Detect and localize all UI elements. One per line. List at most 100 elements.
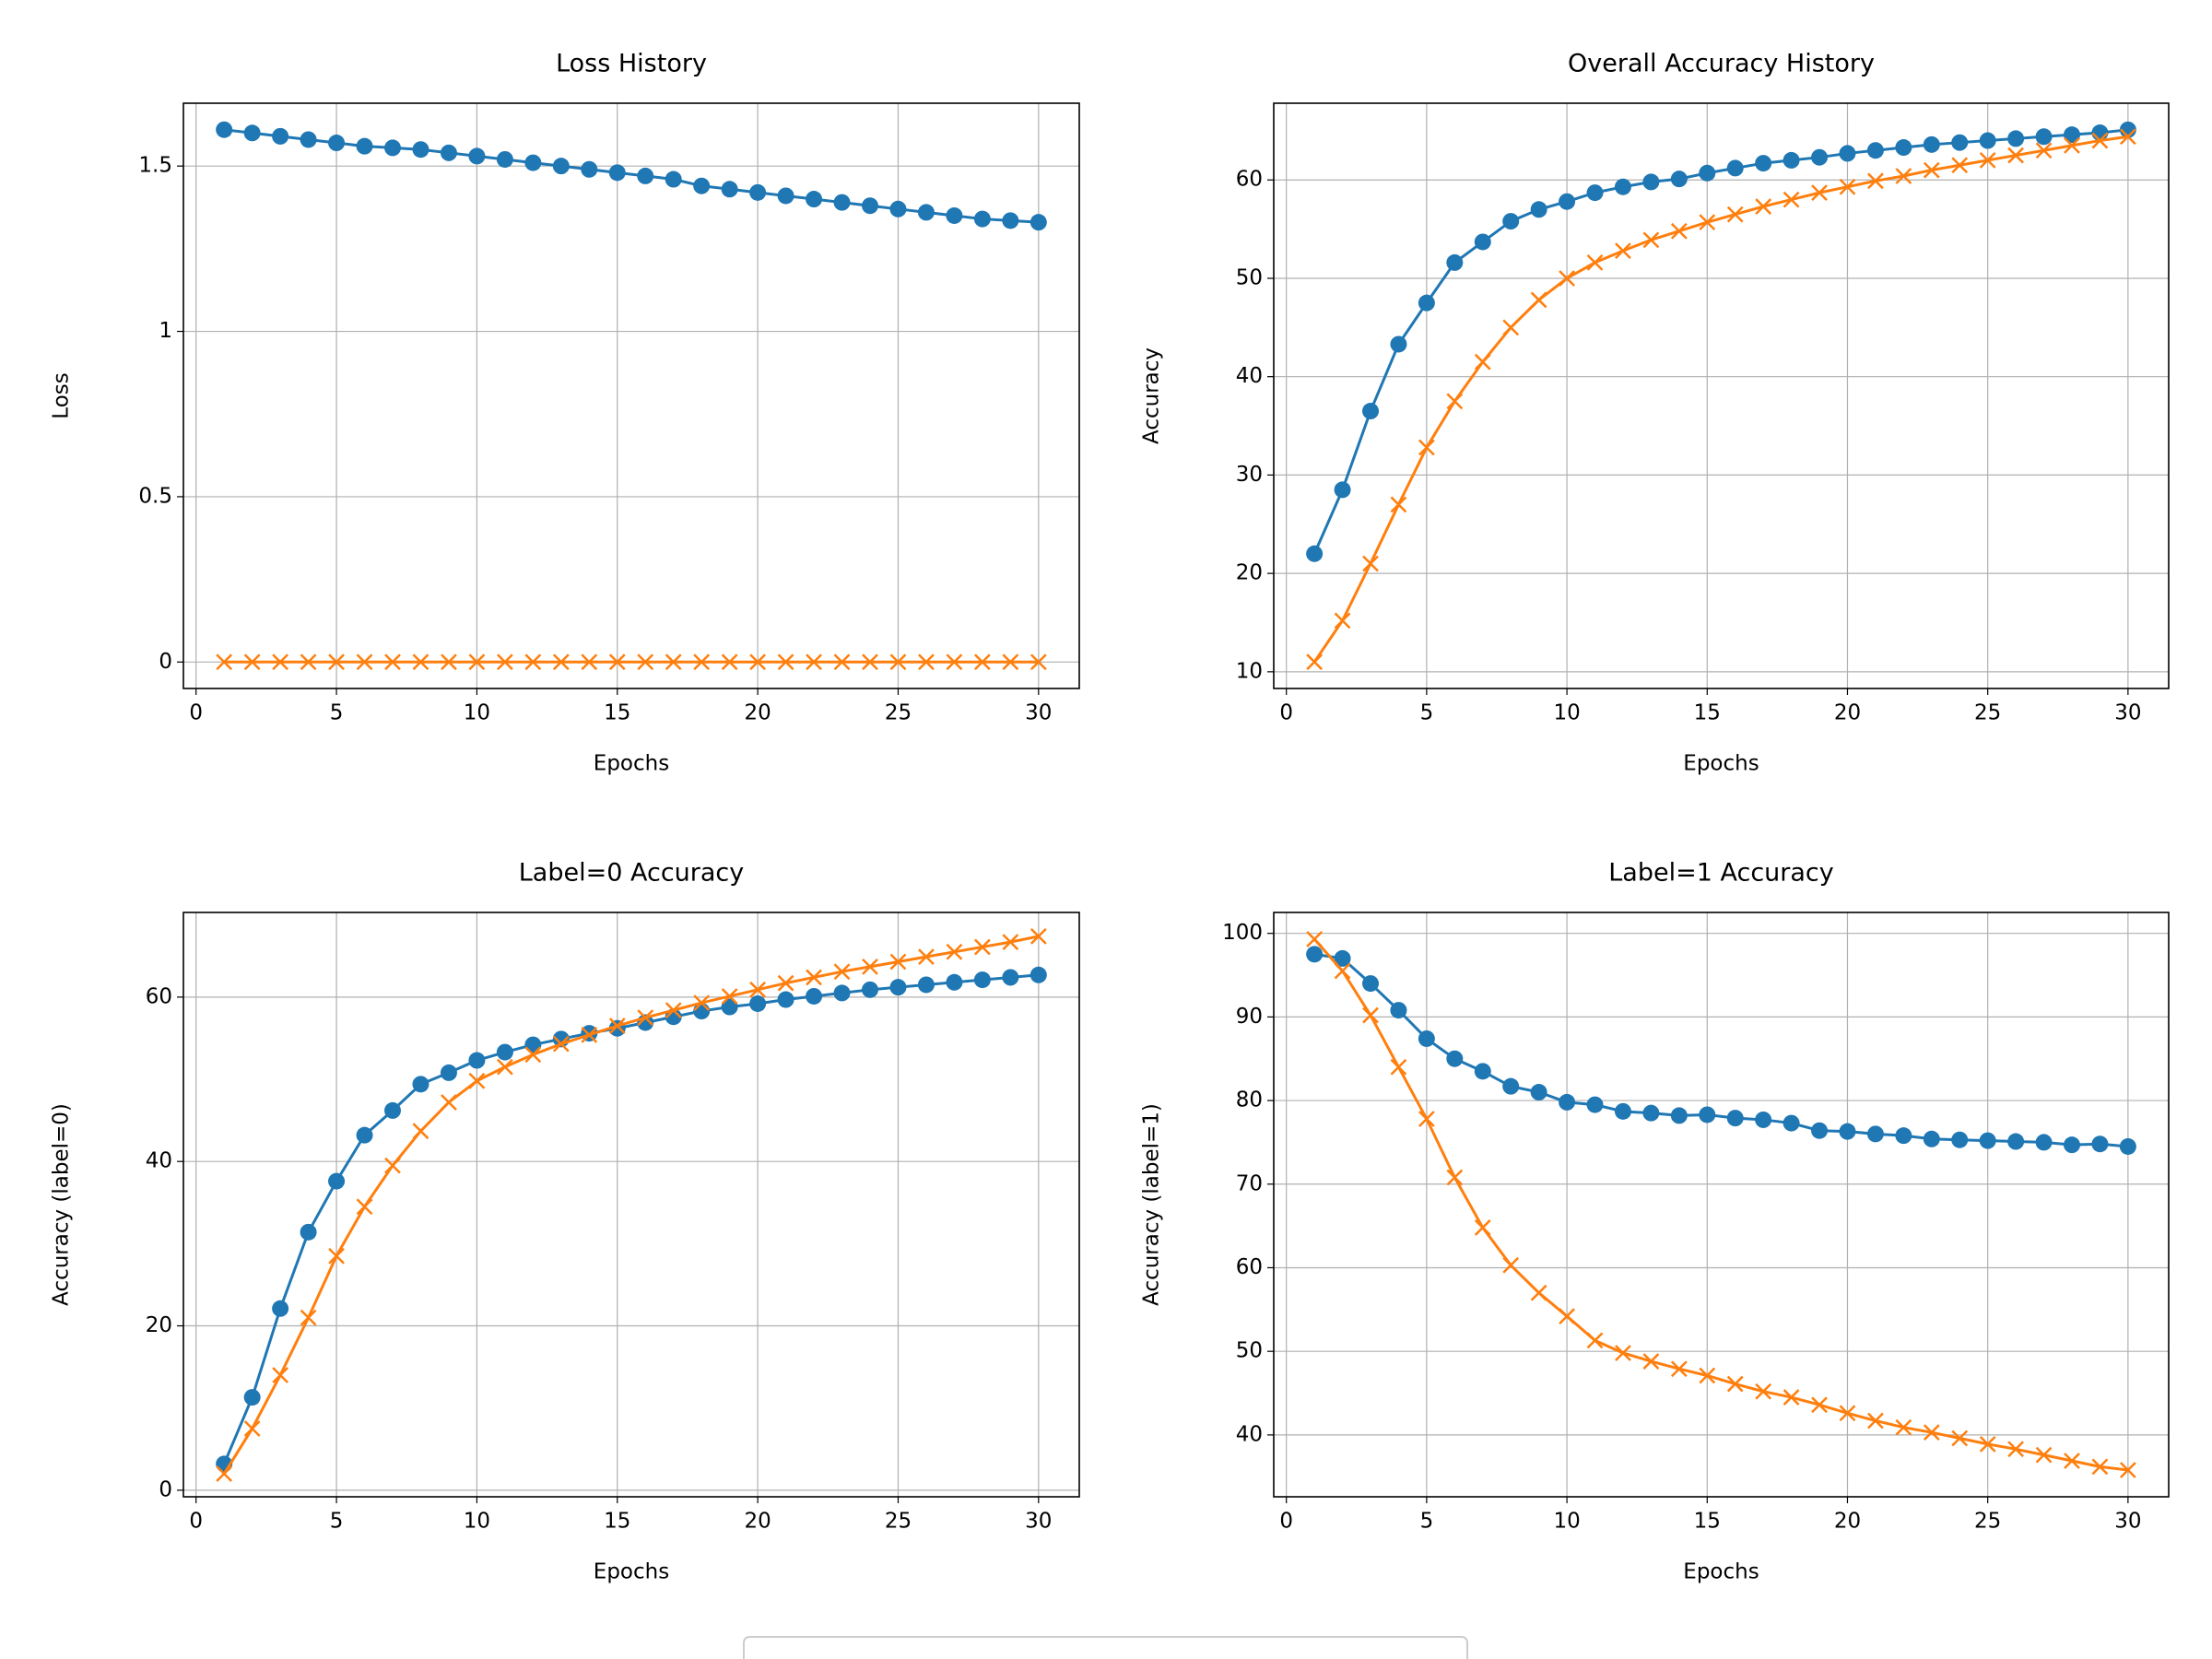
marker	[1334, 962, 1351, 980]
x-tick-label: 5	[330, 701, 344, 725]
marker	[1642, 173, 1660, 191]
marker	[1002, 653, 1019, 671]
marker	[665, 1002, 682, 1018]
x-tick-label: 10	[464, 1510, 490, 1534]
marker	[1642, 1353, 1660, 1370]
marker	[1559, 270, 1575, 287]
marker	[1642, 1104, 1660, 1122]
axes-frame	[182, 912, 1080, 1498]
y-tick-label: 20	[1236, 561, 1263, 585]
marker	[1502, 1077, 1520, 1095]
marker	[1923, 1130, 1940, 1147]
marker	[412, 1123, 429, 1140]
x-tick-label: 25	[885, 701, 912, 725]
marker	[468, 1072, 486, 1089]
marker	[1670, 1107, 1688, 1124]
x-tick-label: 30	[2114, 1510, 2141, 1534]
marker	[497, 1058, 513, 1076]
marker	[1030, 966, 1047, 983]
marker	[1474, 1063, 1491, 1080]
marker	[1895, 1127, 1912, 1145]
marker	[328, 1247, 345, 1265]
marker	[1334, 949, 1351, 967]
marker	[1699, 164, 1716, 182]
marker	[1334, 612, 1351, 629]
marker	[917, 976, 935, 994]
y-tick-label: 80	[1236, 1088, 1263, 1112]
marker	[2035, 1446, 2053, 1464]
x-tick-label: 30	[1025, 701, 1052, 725]
marker	[1755, 155, 1772, 172]
x-tick-label: 10	[1553, 701, 1580, 725]
x-axis-label: Epochs	[594, 752, 669, 776]
marker	[356, 653, 373, 671]
marker	[1362, 555, 1379, 572]
marker	[216, 121, 233, 138]
marker	[1306, 931, 1324, 947]
marker	[637, 167, 654, 184]
marker	[2063, 126, 2080, 144]
marker	[2064, 137, 2080, 154]
marker	[1586, 184, 1604, 202]
marker	[300, 1309, 317, 1326]
marker	[637, 1009, 654, 1027]
marker	[1783, 1114, 1800, 1132]
y-axis-label: Accuracy	[1140, 347, 1164, 444]
marker	[777, 991, 794, 1008]
x-tick-label: 0	[189, 1510, 203, 1534]
marker	[441, 1094, 457, 1111]
marker	[2035, 142, 2053, 159]
marker	[2119, 128, 2136, 146]
marker	[1783, 1389, 1800, 1406]
marker	[2091, 132, 2109, 149]
marker	[721, 653, 738, 671]
marker	[300, 131, 317, 148]
marker	[2064, 1453, 2080, 1469]
marker	[2007, 1441, 2024, 1458]
axes-frame	[1273, 912, 2170, 1498]
marker	[721, 988, 738, 1005]
marker	[1586, 1096, 1604, 1113]
marker	[1306, 653, 1324, 671]
marker	[833, 984, 851, 1002]
marker	[1699, 1367, 1716, 1384]
x-tick-label: 30	[1025, 1510, 1052, 1534]
marker	[1755, 1111, 1772, 1128]
marker	[1559, 1093, 1576, 1111]
marker	[1530, 201, 1547, 218]
series-line	[1313, 938, 2129, 1472]
marker	[889, 979, 907, 996]
marker	[973, 938, 991, 956]
marker	[1559, 1308, 1575, 1324]
marker	[1811, 1122, 1829, 1139]
marker	[833, 653, 851, 671]
marker	[243, 1389, 261, 1406]
marker	[1726, 159, 1744, 177]
legend-box	[743, 1636, 1468, 1659]
plot-area	[216, 927, 1047, 1482]
marker	[243, 653, 261, 671]
x-tick-label: 5	[1420, 701, 1434, 725]
marker	[833, 963, 851, 981]
marker	[1306, 545, 1324, 562]
marker	[917, 204, 935, 221]
marker	[581, 1026, 598, 1043]
marker	[2091, 1135, 2109, 1153]
marker	[216, 653, 233, 671]
y-tick-label: 60	[1236, 1255, 1263, 1279]
y-tick-label: 40	[1236, 364, 1263, 388]
marker	[973, 971, 991, 989]
axes-frame	[182, 102, 1080, 689]
marker	[356, 1198, 373, 1216]
marker	[272, 653, 289, 671]
y-tick-label: 30	[1236, 463, 1263, 487]
x-tick-label: 5	[330, 1510, 344, 1534]
marker	[384, 653, 401, 671]
marker	[1002, 969, 1019, 986]
marker	[1362, 1006, 1379, 1024]
marker	[552, 158, 570, 175]
marker	[2007, 130, 2025, 147]
marker	[889, 653, 907, 671]
marker	[1362, 975, 1380, 993]
